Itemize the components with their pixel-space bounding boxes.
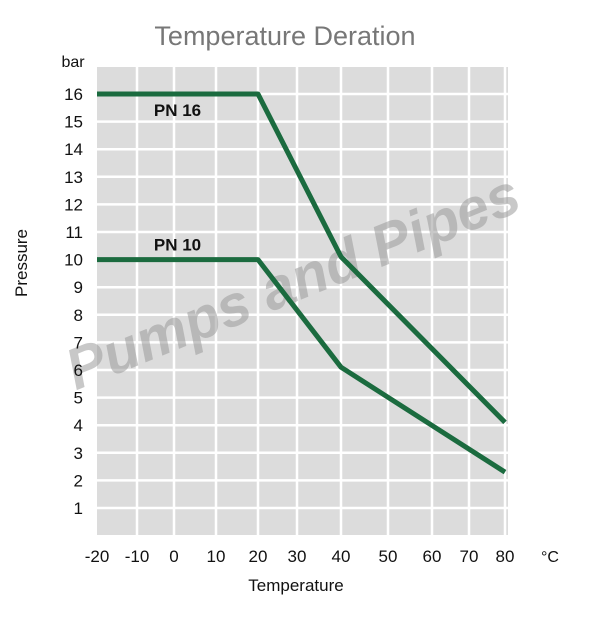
y-tick-label: 7 — [74, 333, 83, 352]
y-tick-label: 15 — [64, 113, 83, 132]
y-tick-label: 6 — [74, 361, 83, 380]
x-tick-label: 80 — [496, 547, 515, 566]
y-axis-title: Pressure — [12, 229, 31, 297]
y-tick-label: 11 — [65, 223, 83, 242]
x-unit-label: °C — [541, 549, 559, 566]
y-tick-label: 12 — [64, 195, 83, 214]
y-tick-label: 1 — [74, 499, 83, 518]
x-tick-label: -20 — [85, 547, 110, 566]
y-tick-label: 9 — [74, 278, 83, 297]
y-tick-label: 13 — [64, 168, 83, 187]
chart-title: Temperature Deration — [154, 21, 415, 51]
x-tick-label: 10 — [207, 547, 226, 566]
x-axis-title: Temperature — [248, 576, 343, 595]
x-tick-label: 40 — [332, 547, 351, 566]
series-line-pn-10 — [97, 257, 507, 475]
x-tick-label: 50 — [379, 547, 398, 566]
x-tick-label: 60 — [423, 547, 442, 566]
x-tick-label: 30 — [288, 547, 307, 566]
y-tick-label: 16 — [64, 85, 83, 104]
x-tick-label: -10 — [125, 547, 150, 566]
series-line-pn-16 — [97, 91, 507, 425]
plot-background — [97, 67, 508, 535]
y-tick-label: 4 — [74, 416, 83, 435]
series-label-pn-16: PN 16 — [154, 101, 201, 120]
y-tick-label: 14 — [64, 140, 83, 159]
y-tick-label: 3 — [74, 444, 83, 463]
y-tick-label: 5 — [74, 389, 83, 408]
x-tick-label: 20 — [249, 547, 268, 566]
y-tick-label: 2 — [74, 471, 83, 490]
y-unit-label: bar — [61, 54, 85, 71]
x-tick-label: 70 — [460, 547, 479, 566]
y-tick-label: 8 — [74, 306, 83, 325]
x-tick-label: 0 — [169, 547, 178, 566]
y-tick-label: 10 — [64, 251, 83, 270]
series-label-pn-10: PN 10 — [154, 236, 201, 255]
